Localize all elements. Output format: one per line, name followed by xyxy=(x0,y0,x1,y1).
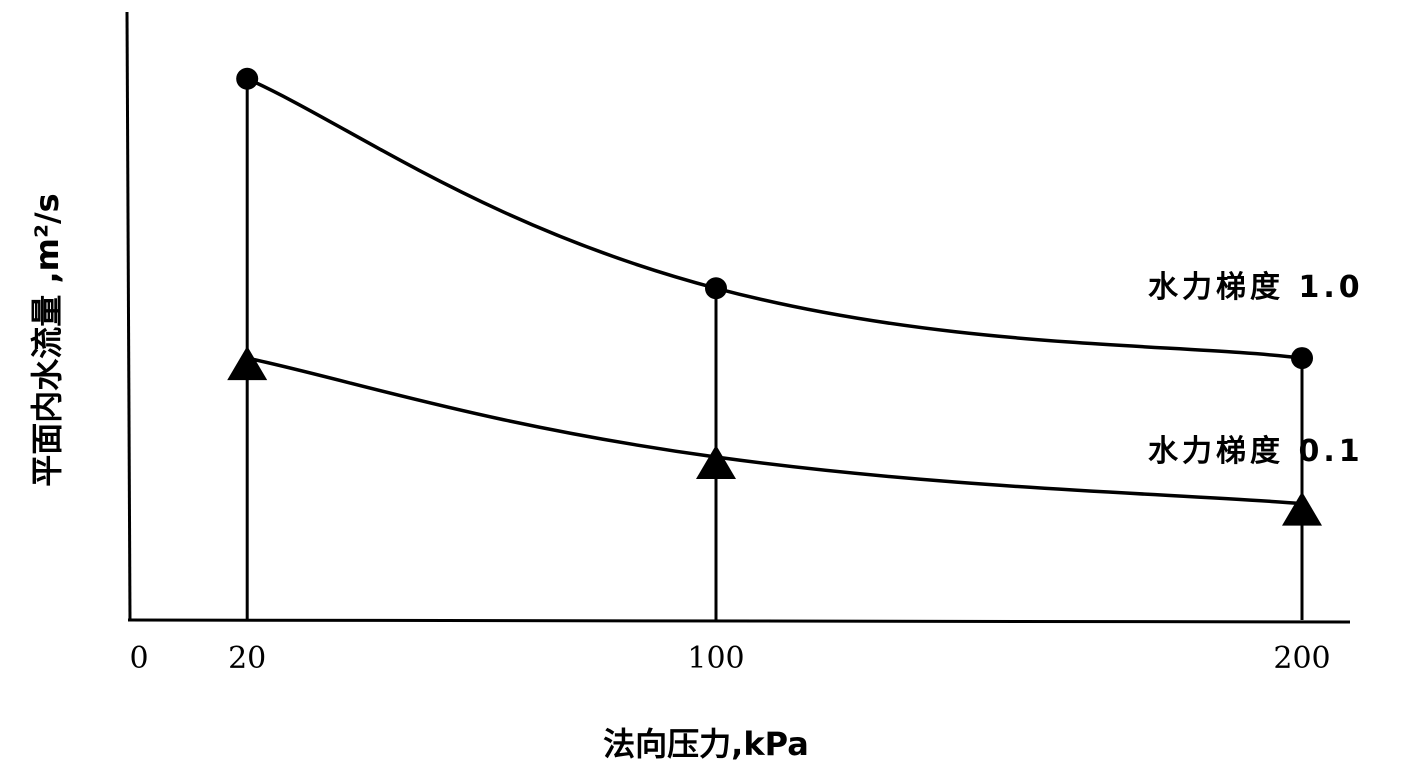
drop-lines xyxy=(245,78,1304,620)
series-labels: 水力梯度 1.0 水力梯度 0.1 xyxy=(1148,270,1364,469)
series-2-point-100 xyxy=(696,445,736,480)
series-line-2 xyxy=(246,356,1303,506)
x-tick-labels: 0 20 100 200 xyxy=(129,641,1330,676)
series-2-point-20 xyxy=(227,346,268,381)
y-axis xyxy=(125,11,132,621)
series-1-point-20 xyxy=(236,67,259,90)
series-markers xyxy=(227,67,1322,526)
axes xyxy=(125,11,1351,624)
series-1-point-100 xyxy=(705,277,727,300)
x-axis-title: 法向压力,kPa xyxy=(603,725,809,763)
x-tick-label-20: 20 xyxy=(228,641,266,676)
y-axis-title: 平面内水流量 ,m²/s xyxy=(28,193,66,486)
series-label-2: 水力梯度 0.1 xyxy=(1148,434,1364,469)
series-label-1: 水力梯度 1.0 xyxy=(1148,270,1364,305)
series-curves xyxy=(246,77,1303,506)
x-tick-label-200: 200 xyxy=(1273,641,1330,676)
origin-label: 0 xyxy=(129,641,148,676)
series-line-1 xyxy=(246,77,1303,360)
x-axis xyxy=(127,618,1351,624)
x-tick-label-100: 100 xyxy=(687,641,744,676)
series-2-point-200 xyxy=(1282,491,1322,526)
series-1-point-200 xyxy=(1291,347,1313,370)
